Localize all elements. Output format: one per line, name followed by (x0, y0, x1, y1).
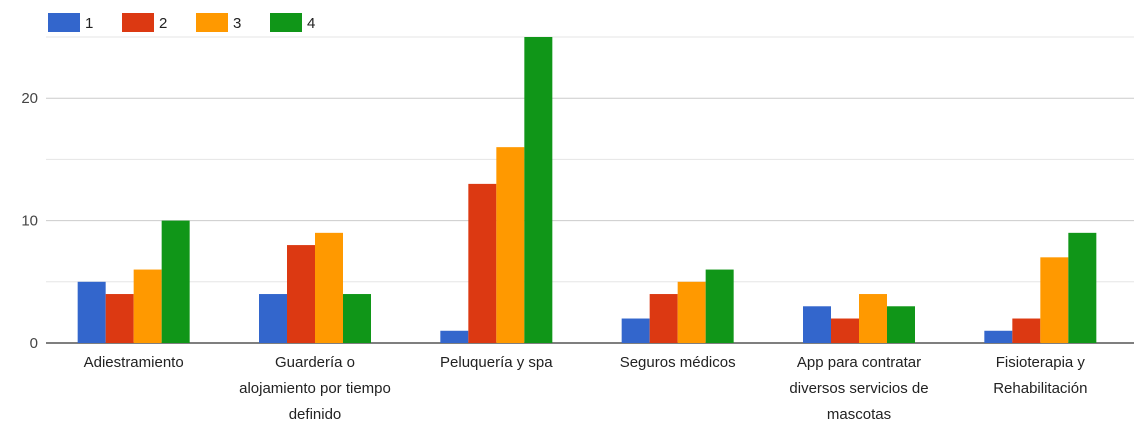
y-axis: 0 10 20 (21, 90, 38, 352)
bar-series-4-cat-1[interactable] (161, 220, 190, 343)
legend-label-3[interactable]: 3 (233, 15, 241, 32)
bar-series-4-cat-2[interactable] (343, 294, 371, 343)
legend-label-1[interactable]: 1 (85, 15, 93, 32)
bar-series-1-cat-1[interactable] (77, 281, 106, 343)
bar-series-3-cat-5[interactable] (859, 294, 887, 343)
y-tick-label: 10 (21, 213, 38, 230)
x-category-label: Peluquería y spa (440, 354, 553, 371)
bar-series-3-cat-4[interactable] (677, 281, 706, 343)
bar-series-2-cat-1[interactable] (105, 294, 134, 343)
bar-series-3-cat-3[interactable] (496, 147, 525, 343)
bar-series-3-cat-1[interactable] (133, 269, 162, 343)
y-tick-label: 20 (21, 90, 38, 107)
bar-series-4-cat-5[interactable] (887, 306, 915, 343)
x-category-label: Adiestramiento (84, 354, 184, 371)
legend-swatch-1[interactable] (48, 13, 80, 32)
legend-swatch-4[interactable] (270, 13, 302, 32)
legend-label-2[interactable]: 2 (159, 15, 167, 32)
bar-series-2-cat-4[interactable] (649, 294, 678, 343)
bar-series-2-cat-3[interactable] (468, 183, 497, 343)
bar-series-2-cat-2[interactable] (287, 245, 315, 343)
bar-series-1-cat-6[interactable] (984, 330, 1013, 343)
bar-series-3-cat-2[interactable] (315, 232, 343, 343)
bar-series-4-cat-6[interactable] (1068, 232, 1097, 343)
bar-series-2-cat-6[interactable] (1012, 318, 1041, 343)
bar-series-2-cat-5[interactable] (831, 318, 859, 343)
x-category-label: Guardería o alojamiento por tiempo definid… (239, 354, 391, 423)
bar-series-4-cat-3[interactable] (524, 37, 553, 343)
x-category-label: App para contratar diversos servicios de m… (789, 354, 928, 423)
legend-swatch-3[interactable] (196, 13, 228, 32)
x-axis-categories: Adiestramiento Guardería o alojamiento por… (84, 354, 1088, 423)
bars (77, 37, 1097, 343)
bar-series-3-cat-6[interactable] (1040, 257, 1069, 343)
bar-series-1-cat-2[interactable] (259, 294, 287, 343)
legend-label-4[interactable]: 4 (307, 15, 315, 32)
legend: 1 2 3 4 (48, 13, 315, 32)
bar-series-4-cat-4[interactable] (705, 269, 734, 343)
x-category-label: Seguros médicos (620, 354, 736, 371)
y-tick-label: 0 (30, 335, 38, 352)
bar-series-1-cat-3[interactable] (440, 330, 469, 343)
gridlines (46, 36, 1134, 344)
x-category-label: Fisioterapia y Rehabilitación (993, 354, 1087, 397)
legend-swatch-2[interactable] (122, 13, 154, 32)
bar-series-1-cat-5[interactable] (803, 306, 831, 343)
bar-series-1-cat-4[interactable] (621, 318, 650, 343)
